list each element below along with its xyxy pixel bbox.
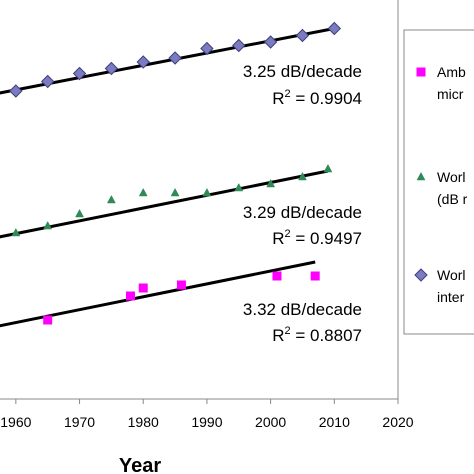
data-point-1 xyxy=(295,28,310,43)
data-point-1 xyxy=(40,74,55,89)
data-point-1 xyxy=(136,55,150,69)
data-point-3 xyxy=(125,291,135,301)
data-point-3 xyxy=(138,283,148,293)
data-point-2 xyxy=(202,187,212,197)
legend-label: micr xyxy=(437,86,464,102)
data-point-1 xyxy=(72,66,87,81)
data-point-3 xyxy=(43,315,53,325)
legend-label: Worl xyxy=(437,169,466,185)
data-point-1 xyxy=(168,51,182,65)
legend-label: Amb xyxy=(437,64,466,80)
data-point-2 xyxy=(323,163,333,173)
data-point-3 xyxy=(272,271,282,281)
data-point-2 xyxy=(75,208,84,218)
x-tick-label: 2020 xyxy=(382,414,413,430)
data-point-2 xyxy=(43,220,53,230)
data-point-1 xyxy=(232,38,246,53)
annotation-rate-2: 3.29 dB/decade xyxy=(243,203,362,222)
x-tick-label: 1960 xyxy=(0,414,31,430)
data-point-2 xyxy=(298,171,307,181)
data-point-2 xyxy=(106,194,116,204)
legend-box xyxy=(403,29,474,335)
data-point-2 xyxy=(234,182,244,192)
data-point-2 xyxy=(170,187,180,197)
x-axis-title: Year xyxy=(119,455,161,474)
legend-label: inter xyxy=(437,289,465,305)
legend-marker-2 xyxy=(416,171,426,181)
annotation-r2-3: R2 = 0.8807 xyxy=(272,325,362,345)
data-point-2 xyxy=(138,187,148,197)
annotation-r2-2: R2 = 0.9497 xyxy=(272,228,362,248)
x-tick-label: 1970 xyxy=(64,414,95,430)
legend-marker-3 xyxy=(414,268,428,282)
legend-marker-1 xyxy=(416,67,426,77)
data-point-2 xyxy=(11,227,21,237)
data-point-1 xyxy=(263,35,278,49)
data-point-3 xyxy=(310,271,320,281)
x-tick-label: 1980 xyxy=(128,414,159,430)
legend-label: Worl xyxy=(437,267,466,283)
data-point-1 xyxy=(9,84,23,98)
data-point-1 xyxy=(200,41,214,56)
trend-line-1 xyxy=(0,27,335,95)
data-point-1 xyxy=(104,61,119,76)
trend-line-3 xyxy=(0,260,316,328)
x-tick-label: 1990 xyxy=(191,414,222,430)
x-tick-label: 2000 xyxy=(255,414,286,430)
annotation-rate-3: 3.32 dB/decade xyxy=(243,300,362,319)
annotation-r2-1: R2 = 0.9904 xyxy=(272,88,362,108)
data-point-2 xyxy=(266,178,276,188)
legend-label: (dB r xyxy=(437,191,468,207)
data-point-3 xyxy=(176,280,186,290)
data-point-1 xyxy=(327,21,342,36)
annotation-rate-1: 3.25 dB/decade xyxy=(243,62,362,81)
x-tick-label: 2010 xyxy=(319,414,350,430)
